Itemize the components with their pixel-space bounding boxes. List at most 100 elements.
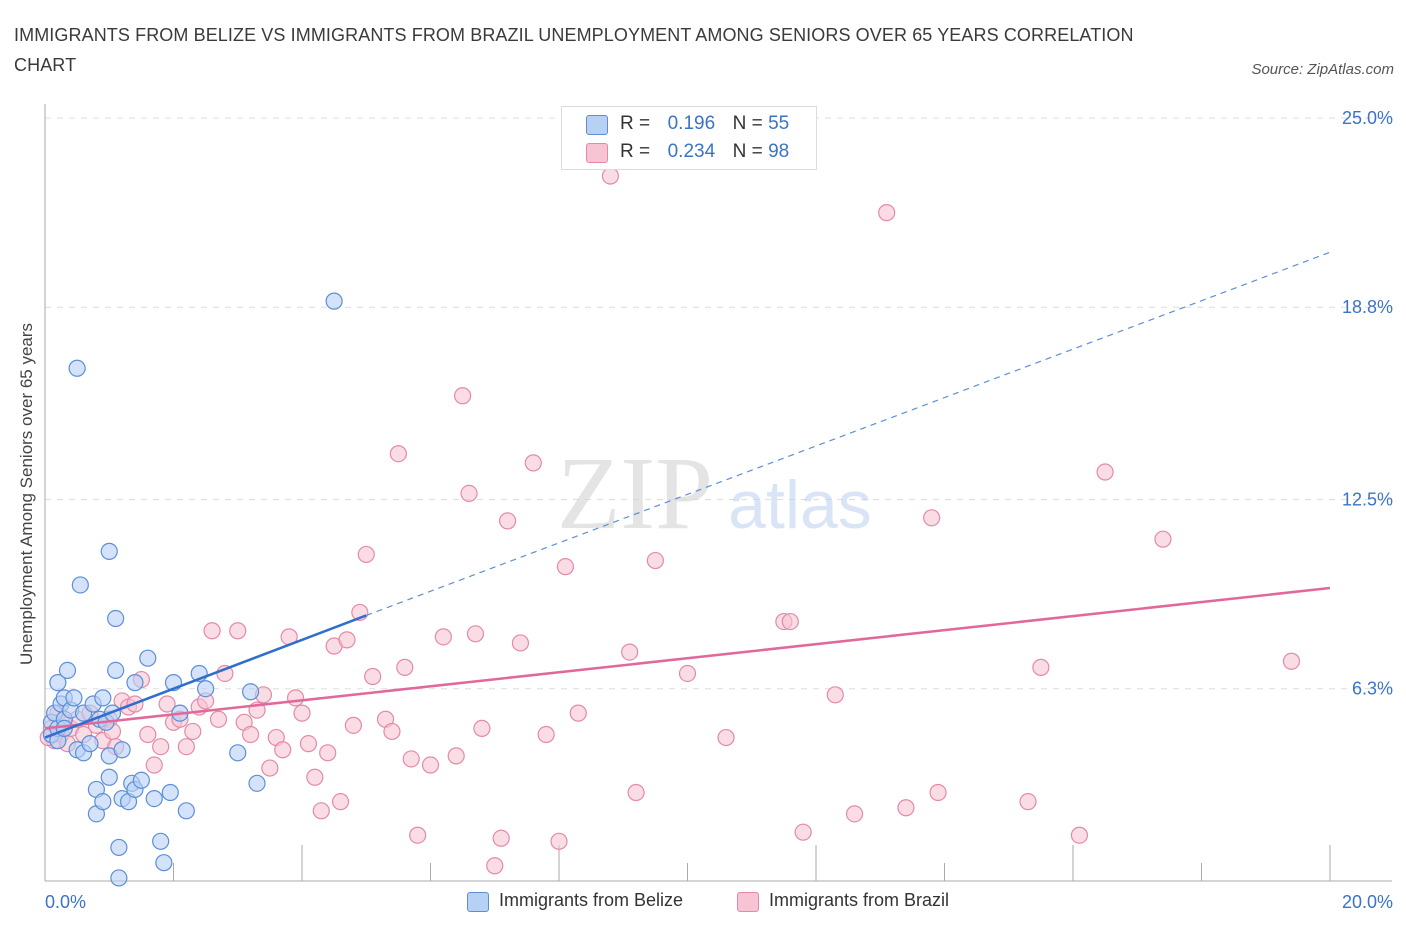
belize-point: [58, 661, 77, 680]
brazil-point: [319, 744, 337, 762]
brazil-point: [203, 622, 221, 640]
belize-point: [71, 576, 89, 594]
brazil-point: [331, 793, 350, 811]
brazil-point: [383, 722, 401, 741]
brazil-point: [338, 631, 356, 649]
brazil-point: [460, 484, 478, 502]
x-tick-label: 20.0%: [1342, 892, 1393, 912]
brazil-point: [473, 719, 491, 738]
brazil-point: [409, 826, 427, 844]
brazil-point: [434, 628, 452, 646]
belize-point: [113, 741, 131, 759]
belize-swatch: [586, 115, 608, 135]
brazil-point: [402, 750, 420, 768]
belize-series: [42, 292, 343, 887]
belize-n-value: 55: [768, 113, 790, 134]
brazil-legend-swatch: [737, 892, 759, 912]
chart-title: IMMIGRANTS FROM BELIZE VS IMMIGRANTS FRO…: [14, 25, 1134, 75]
belize-point: [100, 542, 118, 560]
brazil-point: [152, 738, 170, 756]
belize-point: [81, 735, 99, 753]
belize-point: [107, 609, 125, 628]
belize-point: [65, 689, 83, 707]
belize-point: [325, 292, 343, 310]
belize-point: [139, 649, 157, 667]
belize-point: [110, 838, 128, 857]
brazil-point: [897, 799, 915, 817]
brazil-point: [229, 622, 247, 640]
brazil-point: [550, 832, 568, 850]
brazil-point: [923, 509, 941, 527]
belize-point: [242, 683, 260, 701]
source-label: Source: ZipAtlas.com: [1251, 61, 1394, 78]
belize-point: [155, 854, 173, 872]
brazil-point: [466, 625, 485, 643]
brazil-point: [621, 643, 639, 661]
brazil-point: [845, 805, 864, 823]
brazil-point: [1032, 658, 1050, 676]
brazil-trend-line: [44, 586, 1331, 730]
brazil-point: [1096, 463, 1114, 481]
belize-point: [177, 802, 195, 820]
brazil-point: [569, 704, 587, 722]
brazil-point: [177, 738, 195, 756]
belize-point: [100, 768, 118, 786]
belize-point: [49, 674, 67, 692]
x-tick-label: 0.0%: [45, 892, 86, 912]
brazil-point: [492, 829, 510, 847]
brazil-point: [145, 756, 163, 774]
brazil-point: [794, 823, 812, 841]
belize-point: [145, 789, 163, 808]
brazil-point: [1282, 652, 1301, 670]
brazil-point: [158, 695, 176, 713]
belize-point: [161, 783, 179, 802]
brazil-point: [1070, 826, 1089, 844]
belize-point: [110, 869, 128, 887]
brazil-point: [364, 667, 382, 686]
brazil-point: [601, 167, 620, 185]
brazil-point: [293, 704, 311, 722]
brazil-point: [781, 612, 799, 631]
brazil-point: [717, 728, 735, 747]
brazil-point: [312, 802, 330, 820]
brazil-point: [524, 454, 542, 472]
belize-point: [94, 793, 112, 811]
belize-point: [197, 680, 215, 698]
brazil-point: [299, 735, 318, 753]
correlation-legend: R = 0.196 N = 55 R = 0.234 N = 98: [561, 106, 817, 170]
brazil-point: [209, 710, 228, 728]
belize-point: [152, 832, 170, 850]
brazil-point: [826, 686, 844, 704]
brazil-point: [627, 783, 645, 802]
watermark-zip: ZIP: [557, 436, 713, 551]
legend-r-label: R =: [620, 113, 651, 134]
watermark: ZIP atlas: [557, 436, 872, 551]
brazil-point: [389, 445, 407, 463]
belize-point: [94, 689, 112, 707]
belize-r-value: 0.196: [667, 113, 716, 134]
belize-legend-label: Immigrants from Belize: [499, 890, 684, 910]
brazil-series: [39, 167, 1301, 875]
trend-lines: [44, 251, 1331, 739]
brazil-point: [646, 551, 664, 570]
brazil-point: [511, 634, 530, 652]
brazil-point: [396, 658, 414, 676]
brazil-n-value: 98: [768, 141, 790, 162]
brazil-point: [1019, 793, 1037, 811]
brazil-point: [274, 741, 292, 759]
brazil-point: [184, 722, 202, 741]
tick-labels: 6.3% 12.5% 18.8% 25.0% 0.0% 20.0%: [45, 108, 1393, 912]
belize-trend-line: [44, 614, 367, 739]
y-tick-label: 12.5%: [1342, 490, 1393, 510]
legend-n-label: N =: [732, 113, 763, 134]
belize-point: [126, 674, 144, 692]
brazil-swatch: [586, 143, 608, 163]
brazil-point: [306, 768, 324, 786]
brazil-point: [286, 689, 305, 707]
brazil-point: [421, 756, 440, 774]
belize-trend-extension: [366, 251, 1331, 617]
y-tick-label: 25.0%: [1342, 108, 1393, 128]
brazil-point: [537, 725, 555, 744]
belize-point: [229, 744, 247, 762]
y-tick-label: 6.3%: [1352, 679, 1393, 699]
